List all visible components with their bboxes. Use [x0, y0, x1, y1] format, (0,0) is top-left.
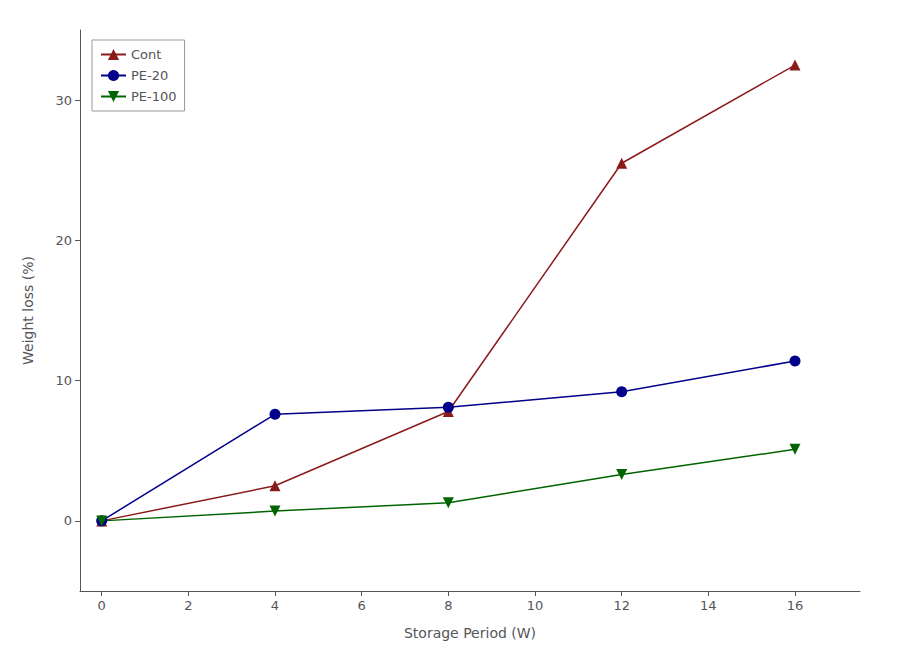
svg-text:30: 30 [55, 93, 72, 108]
svg-text:PE-100: PE-100 [131, 89, 177, 104]
svg-text:Cont: Cont [131, 47, 161, 62]
svg-text:4: 4 [271, 598, 279, 613]
svg-text:12: 12 [613, 598, 630, 613]
svg-text:10: 10 [55, 373, 72, 388]
svg-text:Storage Period (W): Storage Period (W) [404, 625, 536, 641]
svg-text:0: 0 [98, 598, 106, 613]
svg-text:2: 2 [184, 598, 192, 613]
svg-text:Weight loss (%): Weight loss (%) [20, 256, 36, 365]
svg-text:8: 8 [444, 598, 452, 613]
svg-text:20: 20 [55, 233, 72, 248]
svg-text:PE-20: PE-20 [131, 68, 168, 83]
svg-text:14: 14 [700, 598, 717, 613]
svg-text:0: 0 [64, 513, 72, 528]
svg-text:6: 6 [358, 598, 366, 613]
svg-text:16: 16 [787, 598, 804, 613]
svg-text:10: 10 [527, 598, 544, 613]
